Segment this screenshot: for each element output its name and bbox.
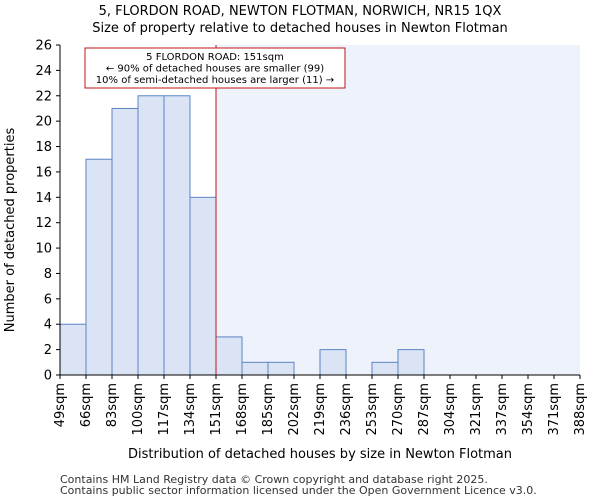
y-axis-title: Number of detached properties xyxy=(3,128,18,333)
x-tick-label: 83sqm xyxy=(105,383,120,427)
footer-copyright: Contains HM Land Registry data © Crown c… xyxy=(60,473,488,486)
bar xyxy=(163,95,191,376)
x-tick-label: 151sqm xyxy=(209,383,224,436)
x-tick-label: 253sqm xyxy=(365,383,380,436)
y-tick-label: 10 xyxy=(35,242,52,257)
y-tick-label: 26 xyxy=(35,39,52,54)
annotation-box xyxy=(84,47,346,89)
x-tick-label: 337sqm xyxy=(495,383,510,436)
bar xyxy=(189,196,217,376)
chart-title: 5, FLORDON ROAD, NEWTON FLOTMAN, NORWICH… xyxy=(98,4,502,19)
bar xyxy=(137,95,165,376)
annotation-line: 5 FLORDON ROAD: 151sqm xyxy=(146,52,284,63)
highlight-region xyxy=(216,45,580,375)
bar xyxy=(397,349,425,376)
bar xyxy=(111,107,139,376)
x-tick-label: 202sqm xyxy=(287,383,302,436)
bar xyxy=(241,361,269,376)
x-tick-label: 100sqm xyxy=(131,383,146,436)
bar xyxy=(267,361,295,376)
y-tick-label: 20 xyxy=(35,115,52,130)
y-tick-label: 18 xyxy=(35,140,52,155)
x-tick-label: 388sqm xyxy=(573,383,588,436)
x-tick-label: 354sqm xyxy=(521,383,536,436)
x-tick-label: 236sqm xyxy=(339,383,354,436)
y-tick-label: 8 xyxy=(44,267,52,282)
x-tick-label: 49sqm xyxy=(53,383,68,427)
x-tick-label: 219sqm xyxy=(313,383,328,436)
bar xyxy=(85,158,113,376)
bar xyxy=(371,361,399,376)
x-tick-label: 168sqm xyxy=(235,383,250,436)
x-tick-label: 185sqm xyxy=(261,383,276,436)
y-tick-label: 4 xyxy=(44,318,52,333)
x-tick-label: 117sqm xyxy=(157,383,172,436)
y-tick-label: 16 xyxy=(35,165,52,180)
x-tick-label: 304sqm xyxy=(443,383,458,436)
footer-licence: Contains public sector information licen… xyxy=(60,484,537,497)
y-tick-label: 12 xyxy=(35,216,52,231)
y-tick-label: 0 xyxy=(44,369,52,384)
bar xyxy=(319,349,347,376)
y-tick-label: 24 xyxy=(35,64,52,79)
chart-subtitle: Size of property relative to detached ho… xyxy=(92,21,508,36)
x-tick-label: 287sqm xyxy=(417,383,432,436)
annotation-line: ← 90% of detached houses are smaller (99… xyxy=(106,64,324,75)
x-tick-label: 371sqm xyxy=(547,383,562,436)
y-tick-label: 14 xyxy=(35,191,52,206)
bar xyxy=(215,336,243,376)
y-tick-label: 2 xyxy=(44,343,52,358)
x-axis-title: Distribution of detached houses by size … xyxy=(128,447,512,462)
x-tick-label: 321sqm xyxy=(469,383,484,436)
x-tick-label: 66sqm xyxy=(79,383,94,427)
annotation-line: 10% of semi-detached houses are larger (… xyxy=(96,75,334,86)
x-tick-label: 134sqm xyxy=(183,383,198,436)
y-tick-label: 22 xyxy=(35,89,52,104)
y-tick-label: 6 xyxy=(44,292,52,307)
bar xyxy=(59,323,87,376)
x-tick-label: 270sqm xyxy=(391,383,406,436)
